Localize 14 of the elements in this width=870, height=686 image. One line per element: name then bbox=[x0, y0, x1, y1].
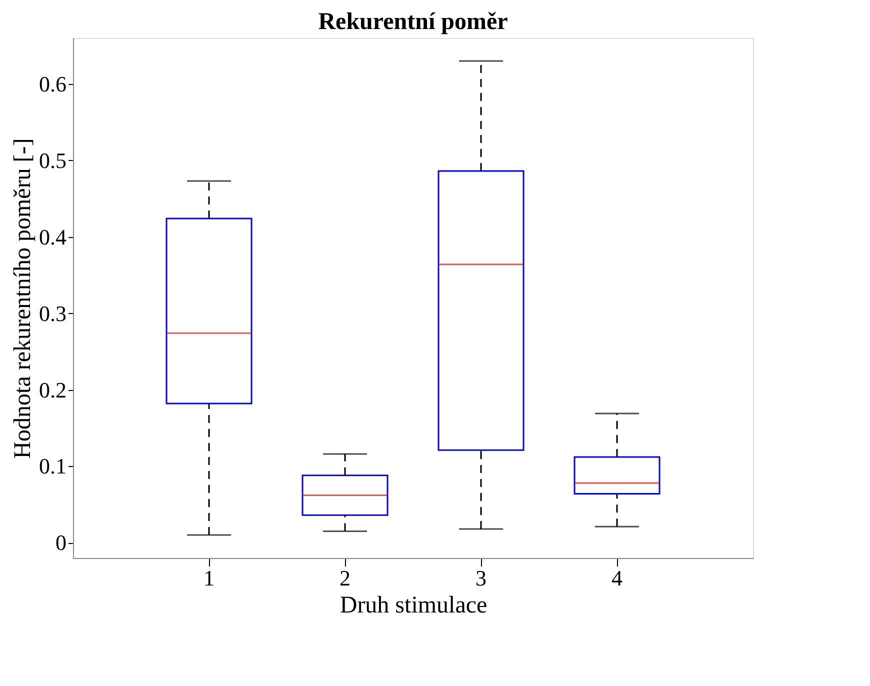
y-tick-label: 0.3 bbox=[39, 300, 66, 326]
x-tick-label: 3 bbox=[476, 566, 486, 590]
y-tick-label: 0 bbox=[56, 530, 66, 556]
x-tick-label: 1 bbox=[204, 566, 214, 590]
y-tick-label: 0.6 bbox=[39, 71, 66, 96]
y-axis-title: Hodnota rekurentního poměru [-] bbox=[10, 138, 36, 459]
y-tick-label: 0.1 bbox=[39, 454, 66, 479]
x-tick-label: 2 bbox=[340, 566, 350, 590]
x-axis-title: Druh stimulace bbox=[340, 592, 488, 618]
y-tick-label: 0.5 bbox=[39, 148, 66, 173]
y-tick-label: 0.4 bbox=[39, 224, 66, 250]
x-tick-label: 4 bbox=[612, 566, 622, 590]
chart-title: Rekurentní poměr bbox=[318, 9, 508, 35]
y-tick-label: 0.2 bbox=[39, 377, 66, 402]
